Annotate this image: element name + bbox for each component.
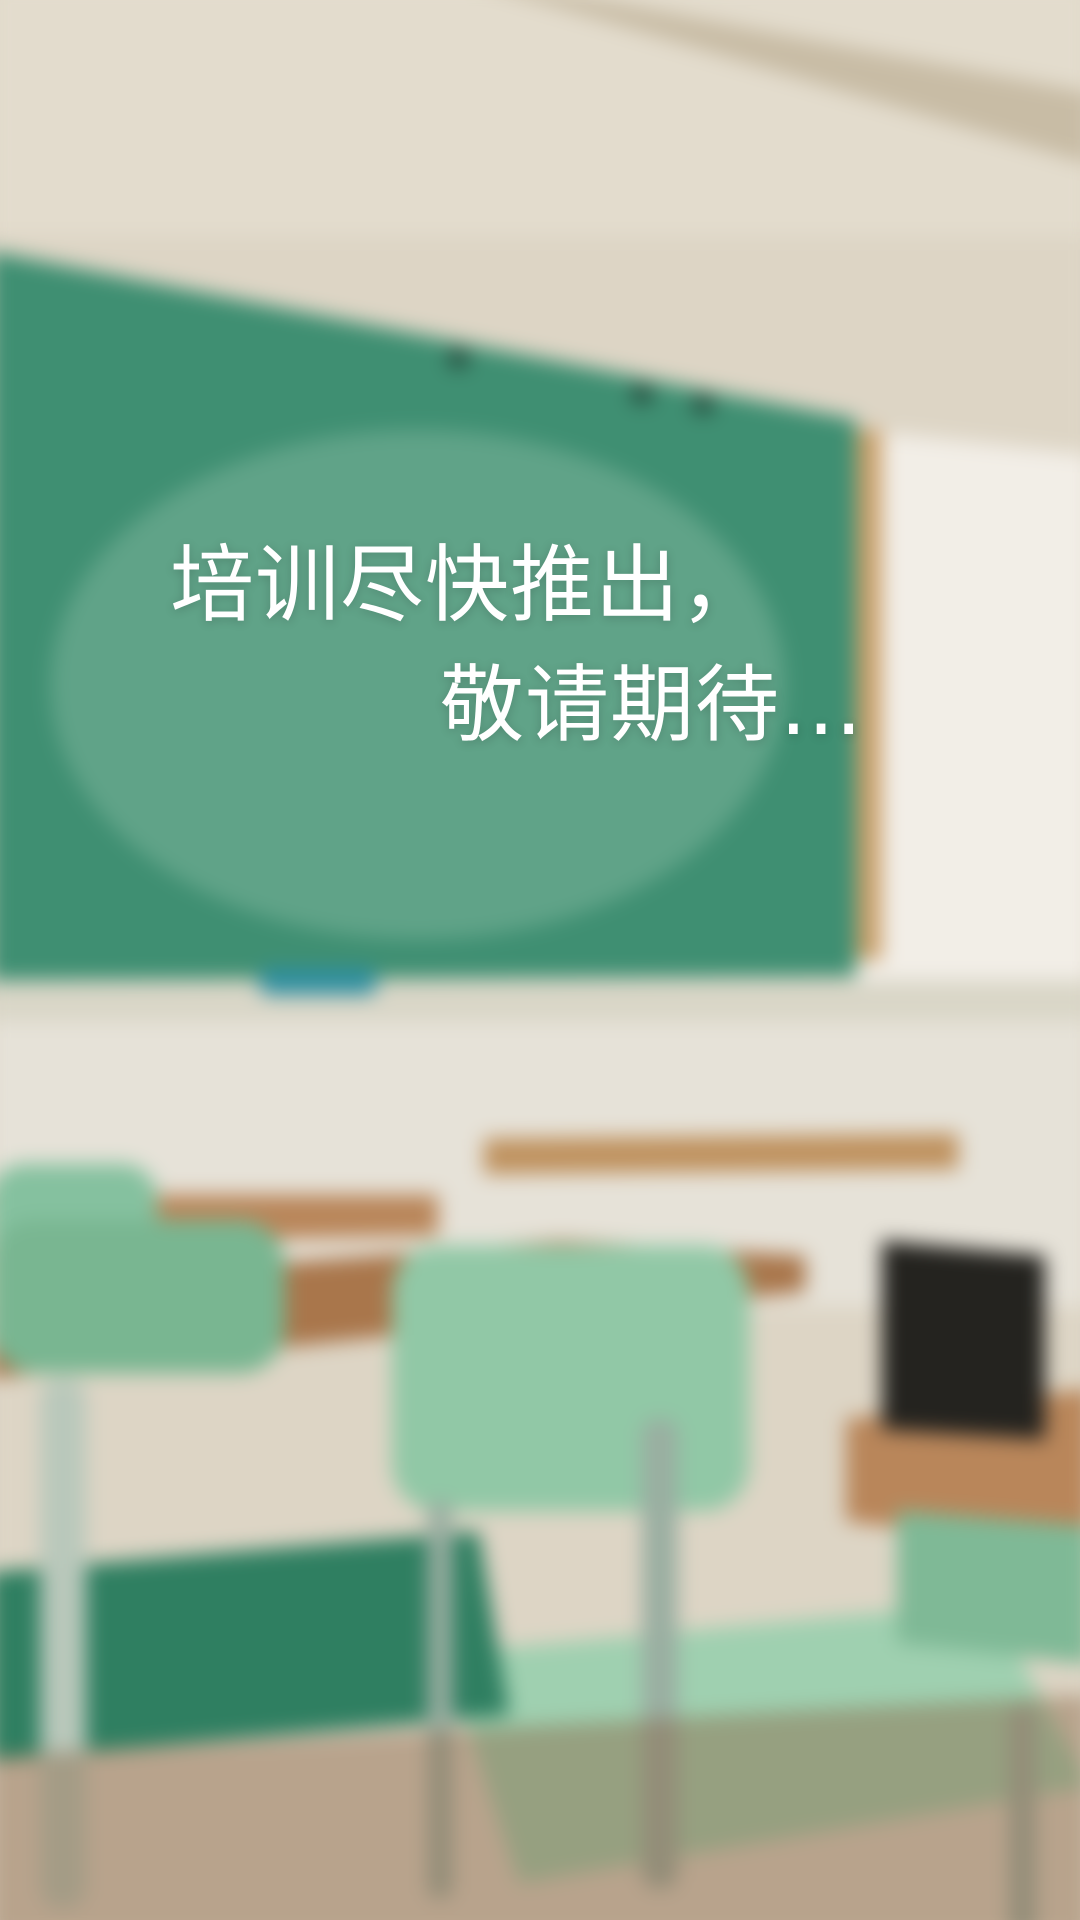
- chalkboard: [0, 253, 857, 1001]
- board-eraser: [259, 968, 377, 995]
- notice-board: [856, 429, 1080, 981]
- chair-leg: [427, 1500, 453, 1899]
- floor: [0, 1695, 1080, 1920]
- chair-leg: [642, 1419, 678, 1889]
- coming-soon-line-2: 敬请期待...: [440, 656, 864, 754]
- chair-seat: [0, 1531, 510, 1760]
- desk-top: [483, 1133, 959, 1175]
- chair-seat: [443, 1602, 1080, 1884]
- chair-back: [0, 1220, 285, 1374]
- board-pin: [693, 393, 714, 415]
- chair-leg: [1009, 1704, 1036, 1920]
- chair-leg: [40, 1378, 87, 1909]
- board-pin: [448, 348, 469, 369]
- chalkboard-glare: [50, 429, 785, 940]
- upper-wall: [0, 0, 1080, 236]
- coming-soon-message: 培训尽快推出， 敬请期待...: [170, 525, 930, 765]
- board-pin: [631, 383, 653, 405]
- notice-board-frame: [856, 429, 882, 960]
- chair-back: [896, 1510, 1080, 1663]
- coming-soon-line-1: 培训尽快推出，: [170, 536, 766, 634]
- chair-back: [392, 1245, 750, 1511]
- backpack: [881, 1240, 1045, 1440]
